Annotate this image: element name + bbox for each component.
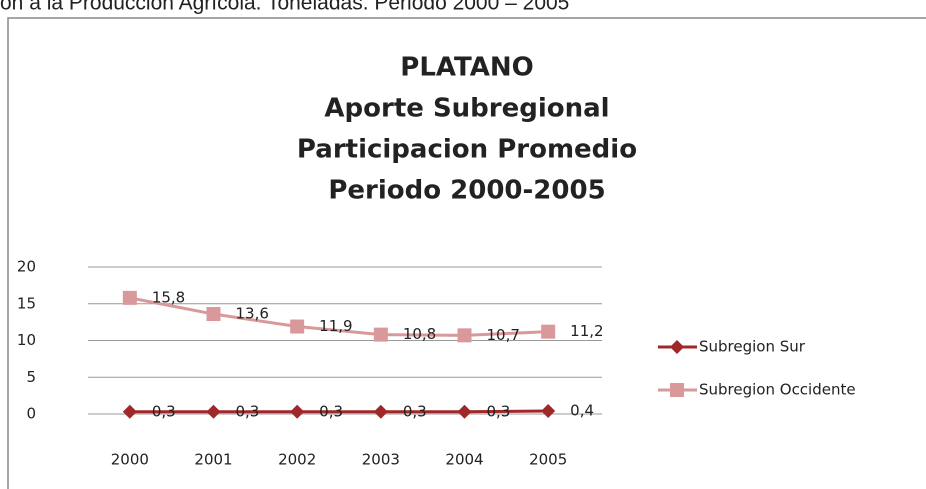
x-tick-label: 2004: [445, 451, 483, 469]
data-label: 11,2: [570, 322, 603, 340]
data-label: 10,7: [487, 326, 520, 344]
point-marker: [373, 404, 388, 419]
data-label: 13,6: [236, 305, 269, 323]
series-line: [129, 409, 549, 414]
x-tick-label: 2002: [278, 451, 316, 469]
data-label: 0,3: [403, 402, 427, 420]
data-label: 15,8: [152, 288, 185, 306]
point-marker: [206, 307, 221, 322]
point-marker: [373, 327, 388, 342]
data-label: 11,9: [319, 317, 352, 335]
chart-title: Aporte Subregional: [324, 94, 609, 124]
y-tick-label: 10: [17, 331, 36, 349]
data-label: 0,3: [487, 402, 511, 420]
chart-title: Periodo 2000-2005: [328, 176, 605, 206]
data-label: 0,3: [319, 402, 343, 420]
header-text: ón a la Producción Agrícola. Toneladas. …: [0, 0, 569, 15]
point-marker: [122, 290, 137, 305]
y-tick-label: 20: [17, 258, 36, 276]
point-marker: [122, 404, 137, 419]
data-label: 10,8: [403, 325, 436, 343]
point-marker: [541, 324, 556, 339]
chart-title: Participacion Promedio: [297, 135, 637, 165]
x-tick-label: 2000: [111, 451, 149, 469]
point-marker: [457, 328, 472, 343]
chart-frame: [7, 17, 926, 489]
point-marker: [290, 404, 305, 419]
point-marker: [670, 383, 684, 397]
x-tick-label: 2003: [362, 451, 400, 469]
x-tick-label: 2001: [194, 451, 232, 469]
point-marker: [206, 404, 221, 419]
data-label: 0,4: [570, 402, 594, 420]
point-marker: [670, 340, 684, 354]
point-marker: [290, 319, 305, 334]
point-marker: [457, 404, 472, 419]
data-label: 0,3: [152, 402, 176, 420]
data-label: 0,3: [236, 402, 260, 420]
point-marker: [541, 404, 556, 419]
legend-label: Subregion Occidente: [699, 381, 856, 399]
legend-label: Subregion Sur: [699, 338, 806, 356]
y-tick-label: 0: [26, 405, 36, 423]
y-tick-label: 5: [26, 368, 36, 386]
series-line: [129, 296, 549, 337]
x-tick-label: 2005: [529, 451, 567, 469]
chart-title: PLATANO: [400, 53, 533, 83]
y-tick-label: 15: [17, 294, 36, 312]
